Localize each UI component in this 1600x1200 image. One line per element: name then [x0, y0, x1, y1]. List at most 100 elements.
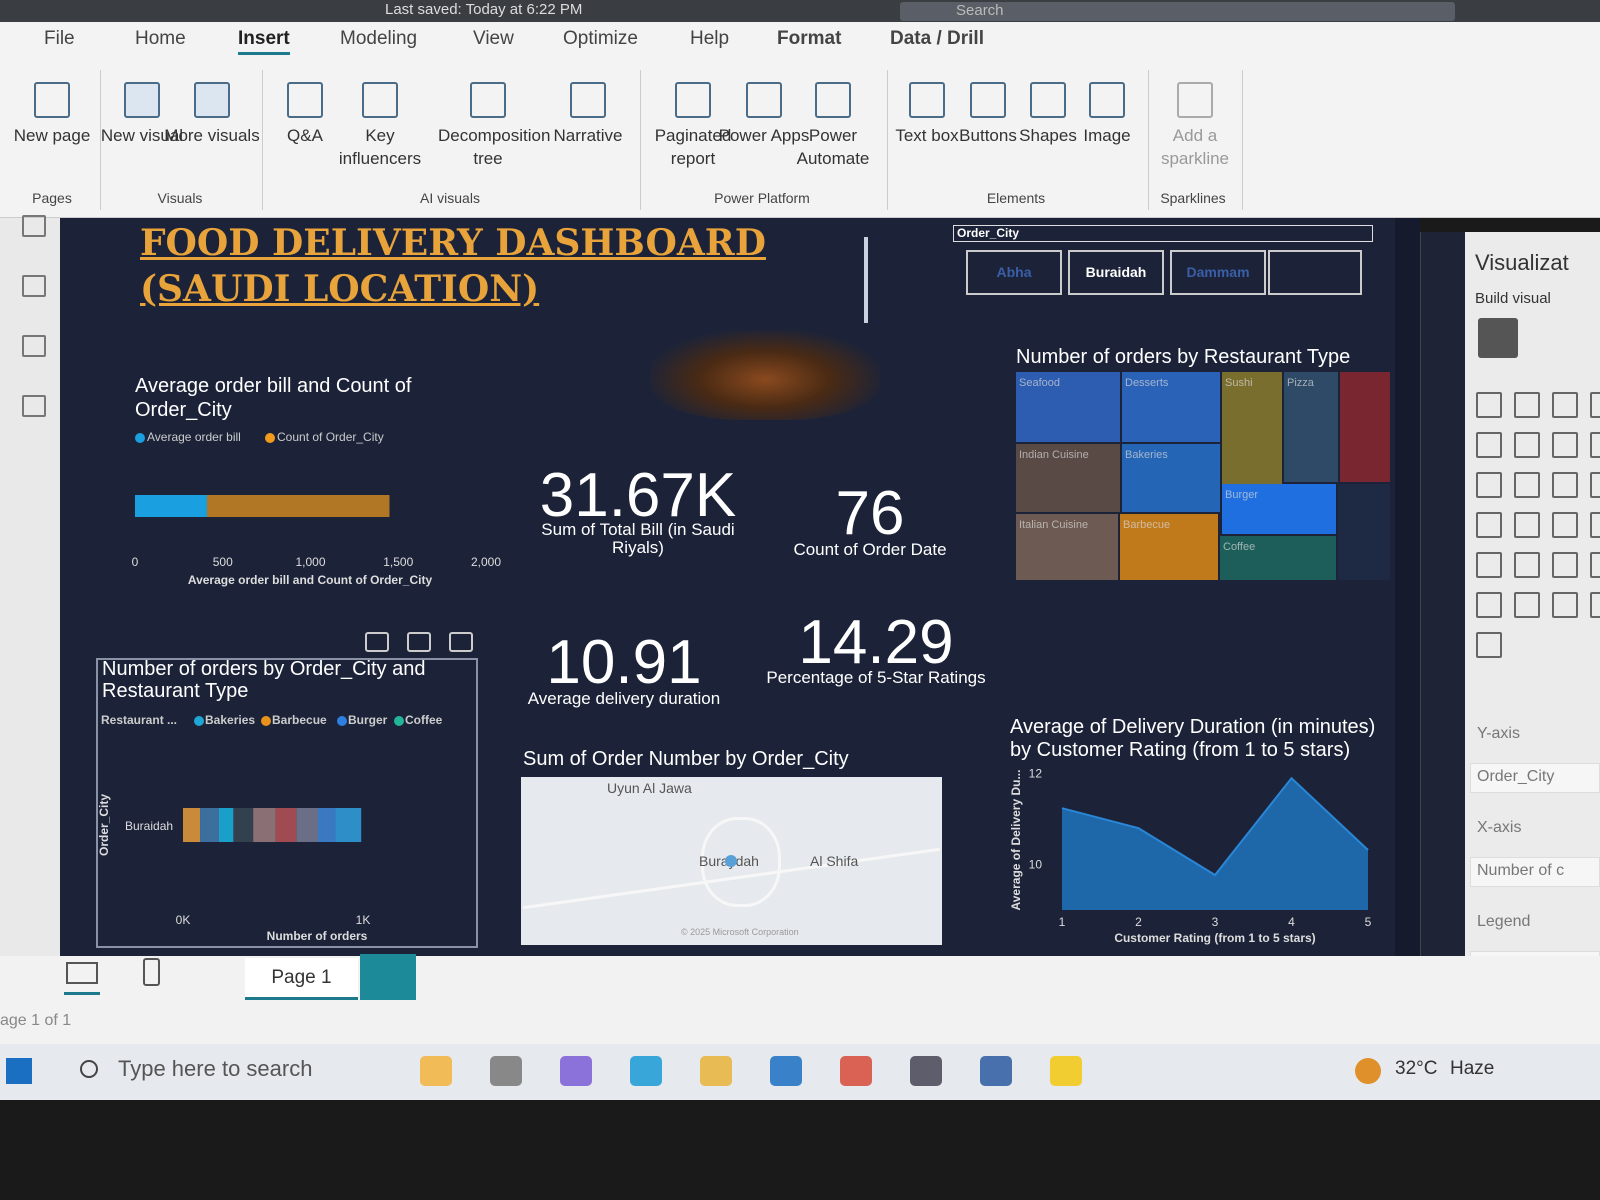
x-tick-label: 500 [213, 555, 233, 569]
ribbon-button[interactable]: Key influencers [338, 126, 422, 168]
slicer-item[interactable]: Buraidah [1068, 250, 1164, 295]
ribbon-icon [287, 82, 323, 118]
ribbon-button[interactable]: Text box [895, 126, 959, 145]
more-options[interactable] [449, 632, 473, 652]
ribbon-button[interactable]: Narrative [553, 126, 623, 145]
visual-type-icon[interactable] [1476, 632, 1502, 658]
visual-border [96, 658, 478, 948]
slicer-item[interactable]: Dammam [1170, 250, 1266, 295]
visual-type-icon[interactable] [1552, 512, 1578, 538]
slicer-item-more[interactable] [1268, 250, 1362, 295]
taskbar-app[interactable] [840, 1056, 872, 1086]
visual-type-icon[interactable] [1476, 392, 1502, 418]
ribbon-button[interactable]: Power Apps [718, 126, 810, 145]
taskbar-app[interactable] [700, 1056, 732, 1086]
ribbon-button[interactable]: Power Automate [796, 126, 870, 168]
ribbon-tab[interactable]: Modeling [340, 28, 418, 49]
visual-type-icon[interactable] [1476, 552, 1502, 578]
focus-icon[interactable] [407, 632, 431, 652]
visual-type-icon[interactable] [1590, 512, 1600, 538]
x-tick-label: 3 [1212, 915, 1219, 929]
taskbar-app[interactable] [1050, 1056, 1082, 1086]
well-label: Legend [1477, 913, 1531, 930]
map-label: Al Shifa [810, 853, 859, 869]
ribbon-button[interactable]: Image [1083, 126, 1131, 145]
ribbon [0, 62, 1600, 218]
visual-type-icon[interactable] [1552, 432, 1578, 458]
nav-icon[interactable] [22, 215, 46, 237]
treemap-label: Seafood [1019, 377, 1060, 389]
search-box[interactable]: Search [900, 2, 1455, 21]
visual-type-icon[interactable] [1476, 472, 1502, 498]
taskbar-app[interactable] [420, 1056, 452, 1086]
desktop-view-icon[interactable] [66, 962, 98, 984]
ribbon-tab[interactable]: File [44, 28, 75, 49]
bar-segment [275, 808, 297, 842]
ribbon-button[interactable]: Decomposition tree [438, 126, 551, 168]
visual-type-icon[interactable] [1552, 472, 1578, 498]
ribbon-button[interactable]: New visual [100, 126, 184, 145]
ribbon-button[interactable]: Paginated report [654, 126, 732, 168]
tab-bar [0, 22, 1600, 62]
visual-type-icon[interactable] [1590, 552, 1600, 578]
visual-type-icon[interactable] [1514, 552, 1540, 578]
ribbon-tab[interactable]: Insert [238, 28, 290, 55]
ribbon-tab[interactable]: Optimize [563, 28, 638, 49]
visual-type-icon[interactable] [1514, 512, 1540, 538]
visual-type-icon[interactable] [1590, 472, 1600, 498]
taskbar-app[interactable] [910, 1056, 942, 1086]
taskbar-app[interactable] [770, 1056, 802, 1086]
y-axis-title: Average of Delivery Du... [1009, 770, 1023, 911]
page-tab[interactable]: Page 1 [245, 958, 358, 1000]
ribbon-tab[interactable]: Home [135, 28, 186, 49]
visual-type-icon[interactable] [1514, 432, 1540, 458]
add-page-button[interactable] [360, 954, 416, 1000]
slicer-item[interactable]: Abha [966, 250, 1062, 295]
ribbon-tab[interactable]: Help [690, 28, 730, 49]
ribbon-tab[interactable]: Data / Drill [890, 28, 984, 49]
taskbar-search[interactable]: Type here to search [118, 1056, 313, 1081]
treemap-label: Sushi [1225, 377, 1253, 389]
ribbon-button[interactable]: More visuals [164, 126, 260, 145]
visual-type-icon[interactable] [1476, 432, 1502, 458]
nav-icon[interactable] [22, 335, 46, 357]
visual-type-icon[interactable] [1552, 392, 1578, 418]
visual-type-icon[interactable] [1514, 392, 1540, 418]
taskbar-app[interactable] [490, 1056, 522, 1086]
taskbar-app[interactable] [980, 1056, 1012, 1086]
visual-type-icon[interactable] [1552, 552, 1578, 578]
ribbon-button[interactable]: New page [13, 126, 91, 145]
ribbon-tab[interactable]: View [473, 28, 514, 49]
selected-visual[interactable] [1478, 318, 1518, 358]
taskbar-app[interactable] [630, 1056, 662, 1086]
well-field[interactable]: Order_City [1470, 763, 1600, 793]
ribbon-button[interactable]: Q&A [287, 126, 323, 145]
ribbon-button[interactable]: Buttons [959, 126, 1017, 145]
legend-dot [337, 716, 347, 726]
filter-icon[interactable] [365, 632, 389, 652]
ribbon-separator [262, 70, 263, 210]
nav-icon[interactable] [22, 275, 46, 297]
left-nav [0, 218, 60, 958]
ribbon-tab[interactable]: Format [777, 28, 842, 49]
ribbon-icon [1177, 82, 1213, 118]
visual-type-icon[interactable] [1590, 432, 1600, 458]
nav-icon[interactable] [22, 395, 46, 417]
legend-label: Barbecue [272, 713, 327, 727]
visual-type-icon[interactable] [1590, 592, 1600, 618]
ribbon-group-label: Sparklines [1160, 190, 1226, 206]
treemap-cell [1220, 536, 1336, 580]
visual-type-icon[interactable] [1476, 592, 1502, 618]
start-button[interactable] [6, 1058, 32, 1084]
mobile-view-icon[interactable] [143, 958, 160, 986]
ribbon-button[interactable]: Shapes [1019, 126, 1077, 145]
visual-type-icon[interactable] [1514, 472, 1540, 498]
visual-type-icon[interactable] [1514, 592, 1540, 618]
visual-type-icon[interactable] [1552, 592, 1578, 618]
ribbon-button[interactable]: Add a sparkline [1160, 126, 1230, 168]
well-field[interactable]: Number of c [1470, 857, 1600, 887]
visual-type-icon[interactable] [1476, 512, 1502, 538]
visual-type-icon[interactable] [1590, 392, 1600, 418]
taskbar-app[interactable] [560, 1056, 592, 1086]
food-image [650, 330, 880, 420]
